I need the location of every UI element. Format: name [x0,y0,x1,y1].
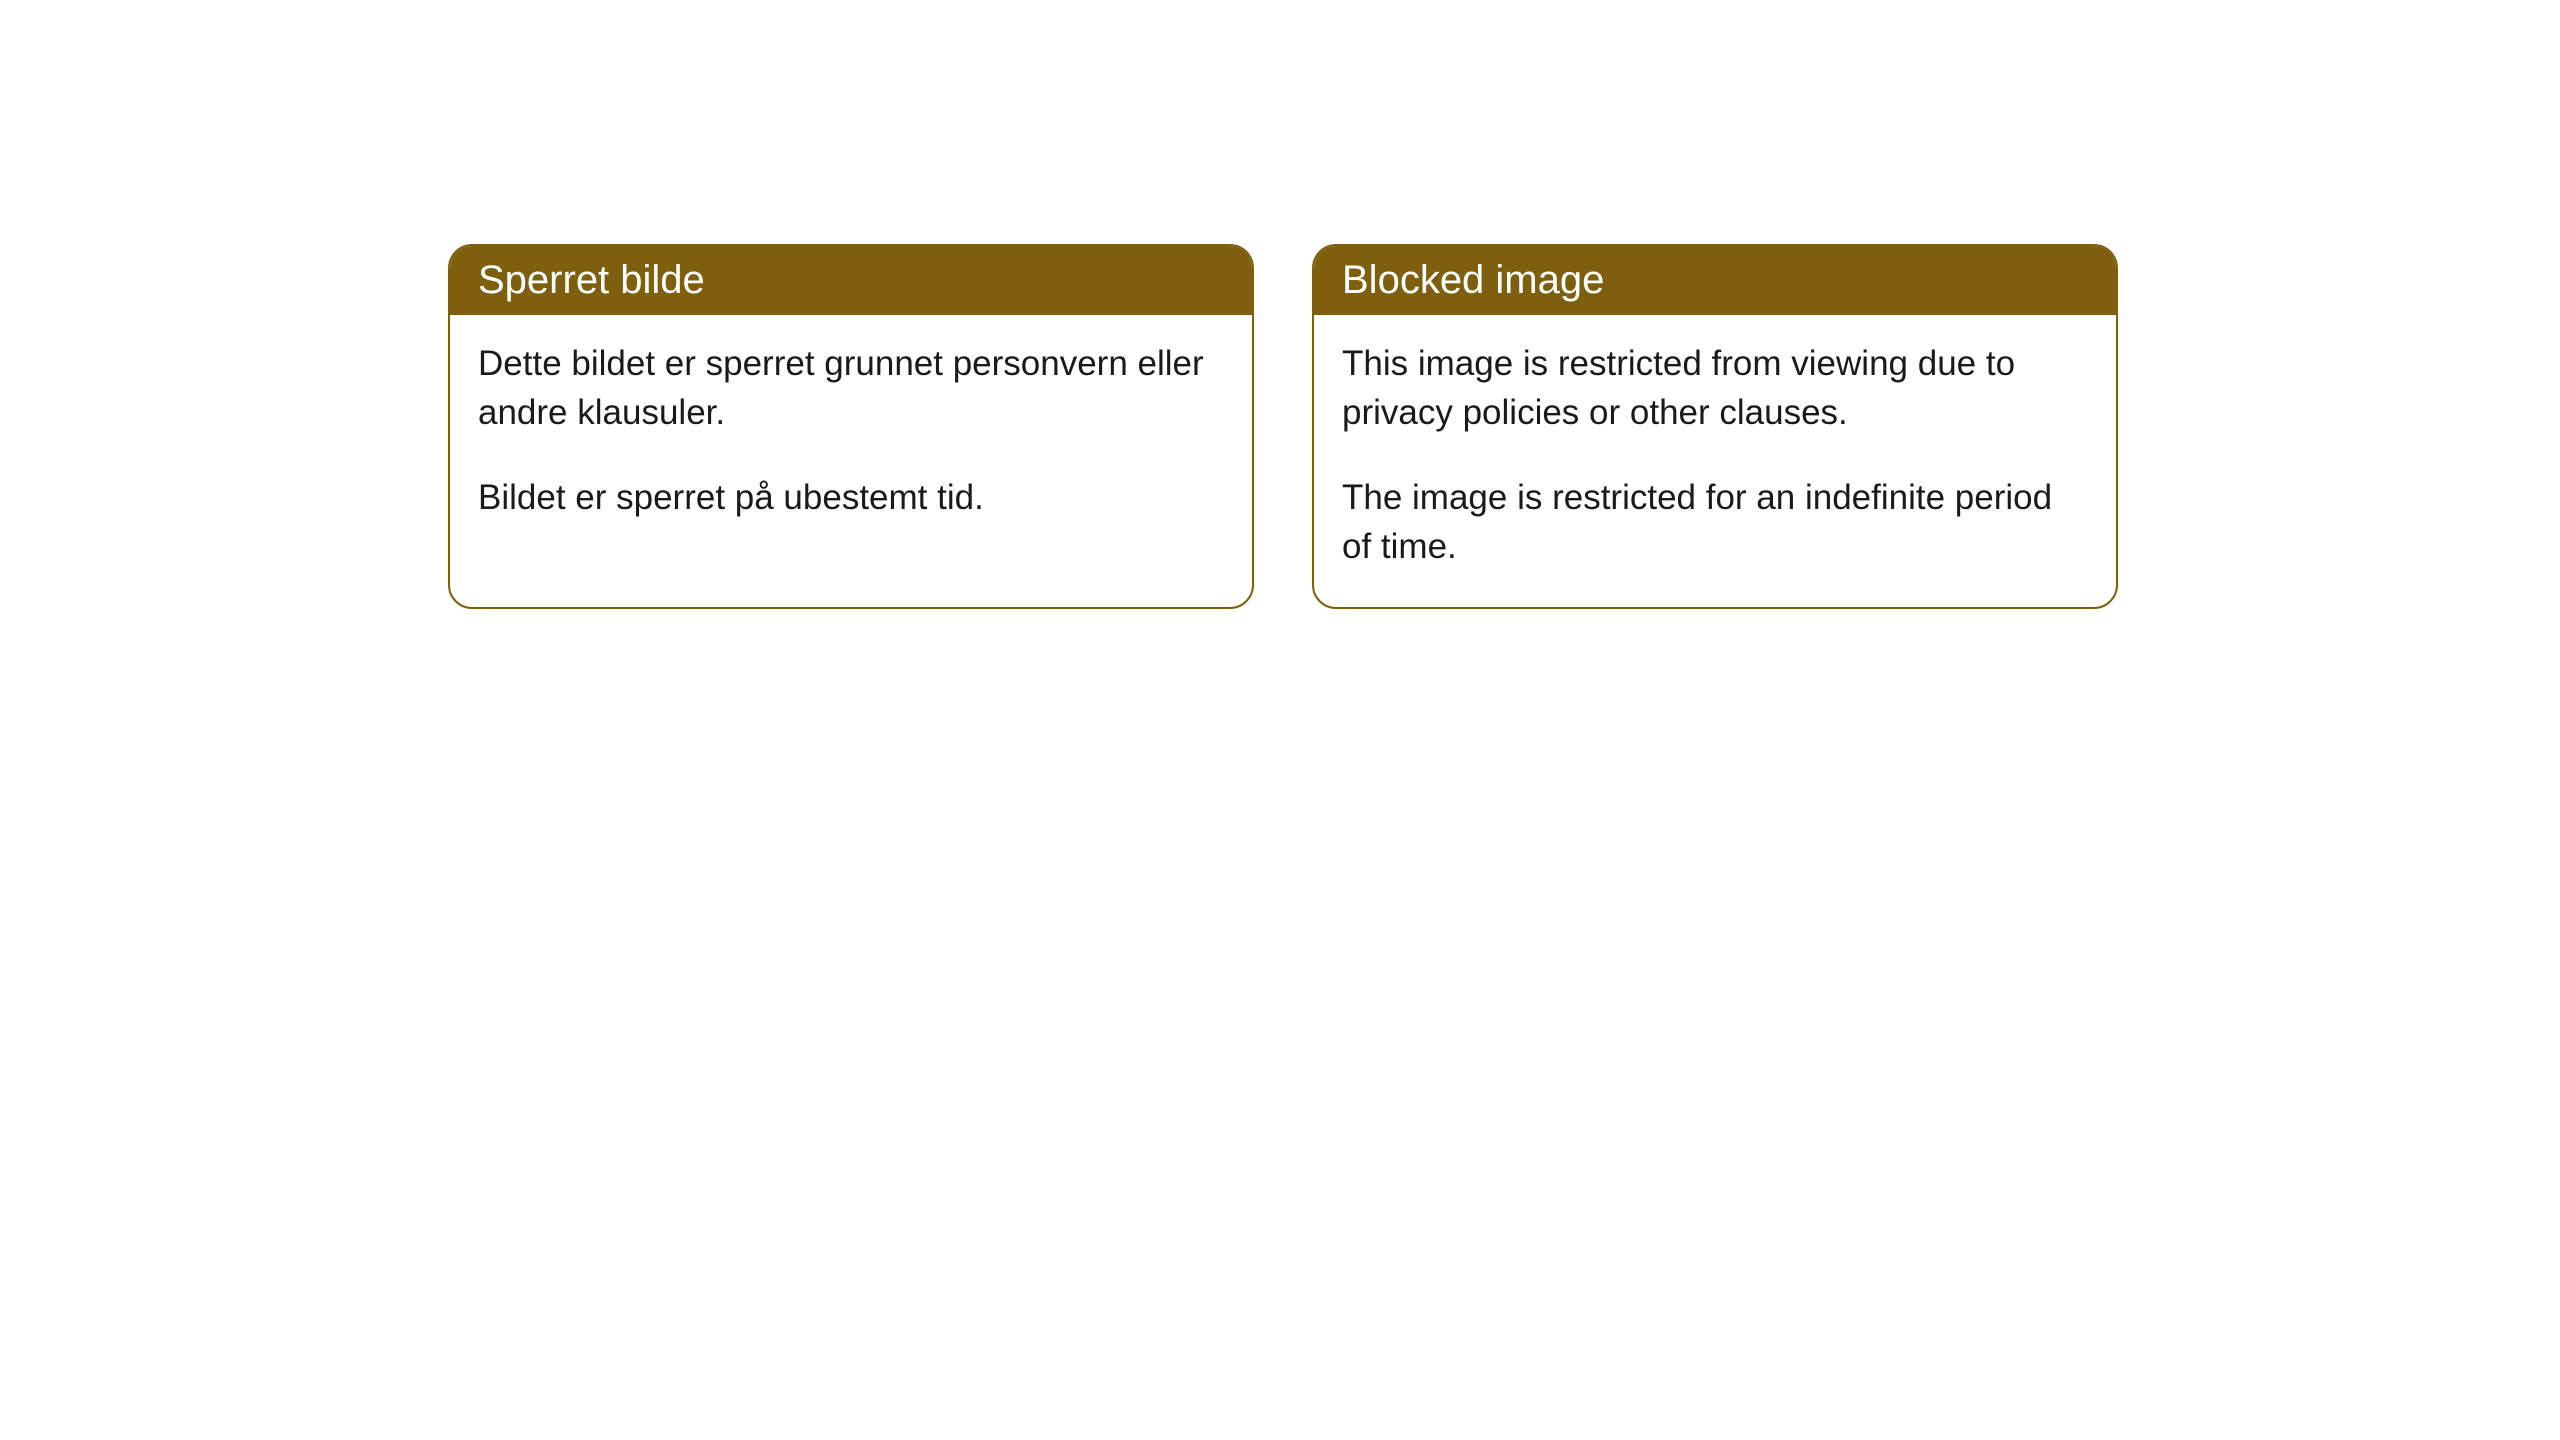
card-title-norwegian: Sperret bilde [478,258,705,302]
card-header-norwegian: Sperret bilde [450,246,1252,315]
card-english: Blocked image This image is restricted f… [1312,244,2118,609]
card-paragraph2-norwegian: Bildet er sperret på ubestemt tid. [478,473,1224,522]
card-paragraph1-norwegian: Dette bildet er sperret grunnet personve… [478,339,1224,437]
card-paragraph1-english: This image is restricted from viewing du… [1342,339,2088,437]
card-norwegian: Sperret bilde Dette bildet er sperret gr… [448,244,1254,609]
card-body-english: This image is restricted from viewing du… [1314,315,2116,607]
card-body-norwegian: Dette bildet er sperret grunnet personve… [450,315,1252,558]
cards-container: Sperret bilde Dette bildet er sperret gr… [448,244,2118,609]
card-paragraph2-english: The image is restricted for an indefinit… [1342,473,2088,571]
card-title-english: Blocked image [1342,258,1604,302]
card-header-english: Blocked image [1314,246,2116,315]
